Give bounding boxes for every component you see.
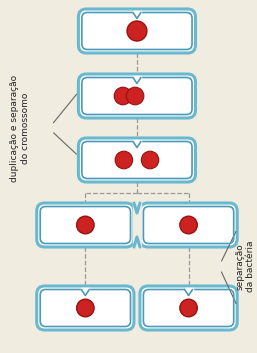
- Circle shape: [180, 299, 197, 317]
- Circle shape: [77, 216, 94, 234]
- Circle shape: [127, 21, 147, 41]
- Circle shape: [114, 87, 132, 105]
- Text: duplicação e separação
do cromossomo: duplicação e separação do cromossomo: [10, 74, 30, 181]
- Circle shape: [77, 299, 94, 317]
- Circle shape: [180, 216, 197, 234]
- Circle shape: [141, 151, 159, 169]
- FancyBboxPatch shape: [37, 286, 134, 330]
- Circle shape: [126, 87, 144, 105]
- Text: separação
da bactéria: separação da bactéria: [235, 241, 255, 292]
- Circle shape: [115, 151, 133, 169]
- FancyBboxPatch shape: [140, 203, 237, 247]
- FancyBboxPatch shape: [78, 9, 196, 53]
- FancyBboxPatch shape: [78, 138, 196, 182]
- FancyBboxPatch shape: [78, 74, 196, 118]
- FancyBboxPatch shape: [140, 286, 237, 330]
- FancyBboxPatch shape: [37, 203, 134, 247]
